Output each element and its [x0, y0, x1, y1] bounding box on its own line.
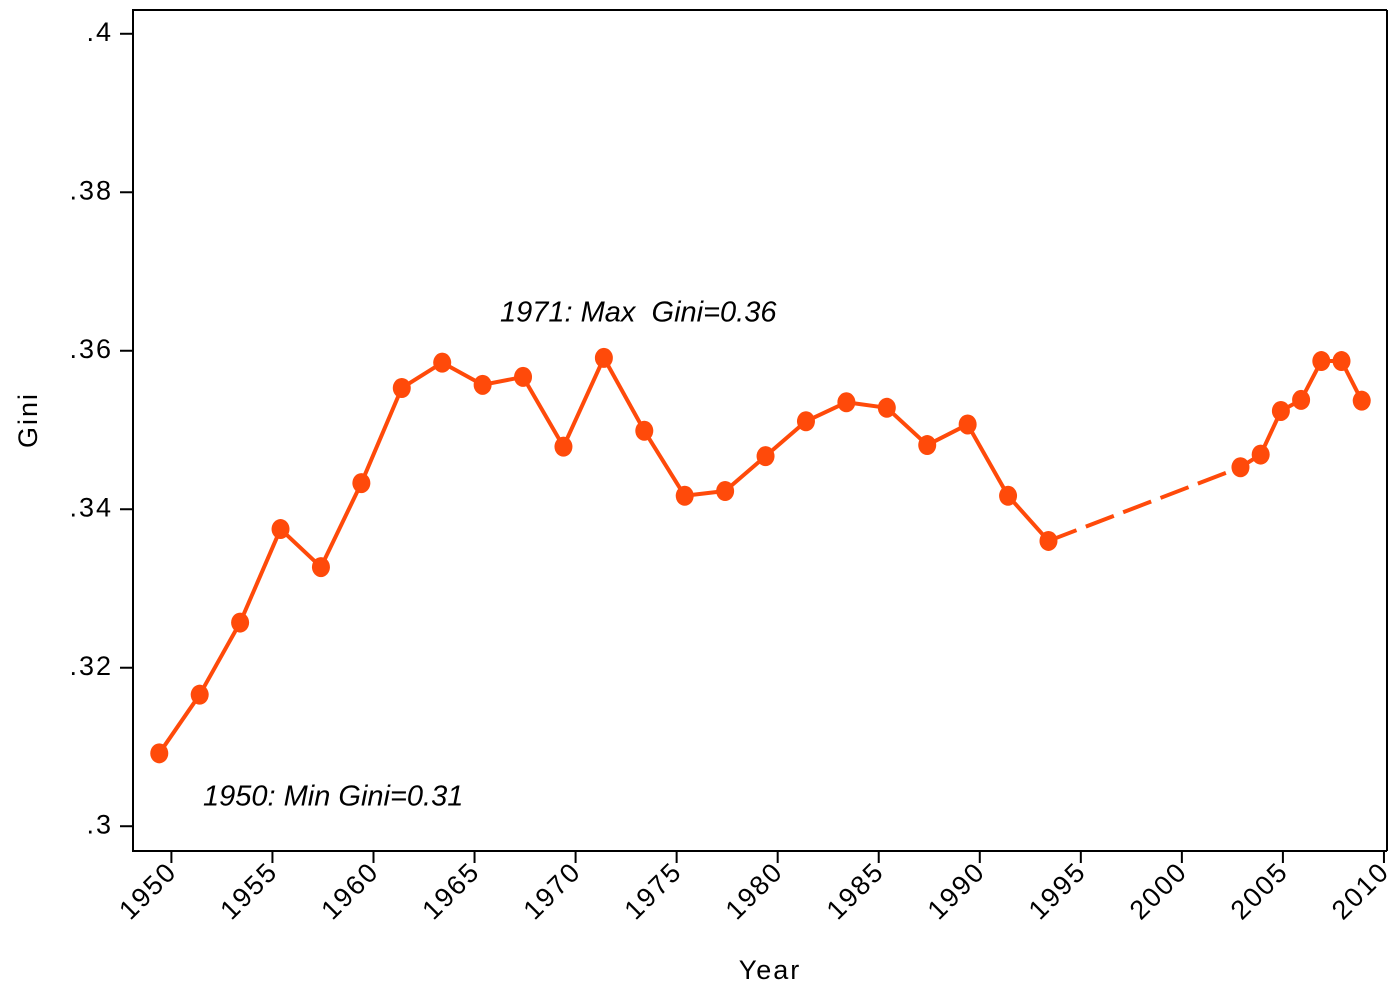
- data-point: [311, 557, 330, 578]
- line-segment: [642, 429, 687, 497]
- line-segment: [238, 528, 283, 624]
- data-point: [716, 481, 735, 502]
- x-axis-title: Year: [739, 955, 802, 985]
- line-segment: [1047, 465, 1242, 543]
- data-point: [918, 435, 937, 456]
- line-segment: [521, 375, 566, 448]
- data-point: [231, 612, 250, 633]
- data-point: [756, 446, 775, 467]
- line-segment: [197, 621, 242, 696]
- line-segment: [602, 356, 647, 432]
- y-tick-label: .36: [69, 334, 113, 364]
- data-point: [1292, 389, 1311, 410]
- data-point: [999, 485, 1018, 506]
- data-point: [433, 352, 452, 373]
- data-point: [271, 519, 290, 540]
- line-segment: [359, 387, 404, 484]
- line-segment: [1006, 494, 1050, 543]
- y-tick-label: .3: [86, 809, 113, 839]
- data-point: [1271, 400, 1290, 421]
- y-tick-label: .34: [69, 492, 113, 522]
- data-point: [594, 347, 613, 368]
- data-point: [392, 378, 411, 398]
- data-point: [352, 473, 371, 494]
- data-point: [473, 374, 492, 395]
- data-point: [958, 414, 977, 435]
- annotation: 1950: Min Gini=0.31: [203, 781, 463, 813]
- data-point: [190, 684, 209, 705]
- data-point: [796, 411, 815, 432]
- data-point: [1039, 530, 1058, 551]
- data-point: [1352, 390, 1371, 411]
- data-point: [877, 397, 896, 418]
- data-point: [514, 366, 533, 387]
- data-point: [675, 485, 694, 506]
- data-point: [1332, 351, 1351, 372]
- y-tick-label: .38: [69, 175, 113, 205]
- data-point: [837, 392, 856, 413]
- plot-frame: [132, 9, 1387, 852]
- data-point: [554, 436, 573, 457]
- line-segment: [561, 357, 606, 448]
- line-segment: [157, 693, 202, 755]
- data-point: [635, 420, 654, 441]
- annotation: 1971: Max Gini=0.36: [500, 297, 777, 329]
- y-axis-title: Gini: [13, 392, 43, 448]
- line-segment: [319, 482, 364, 568]
- y-tick-label: .32: [69, 651, 113, 681]
- data-point: [1231, 457, 1250, 478]
- data-point: [150, 743, 169, 764]
- y-tick-label: .4: [86, 17, 113, 47]
- data-point: [1312, 351, 1331, 372]
- data-point: [1251, 444, 1270, 465]
- line-segment: [965, 423, 1010, 497]
